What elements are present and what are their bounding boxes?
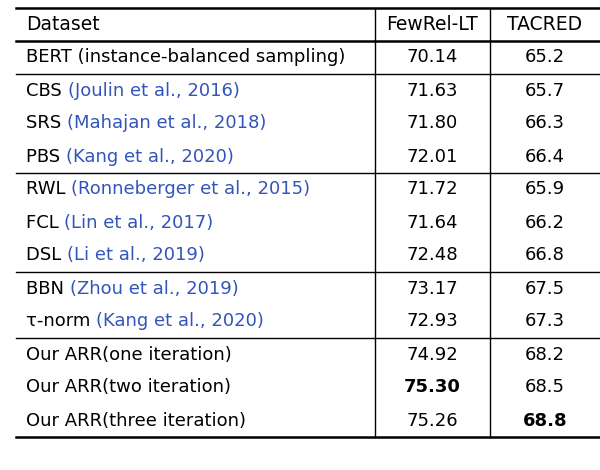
- Text: CBS: CBS: [26, 81, 67, 100]
- Text: (Kang et al., 2020): (Kang et al., 2020): [66, 148, 234, 165]
- Text: 65.7: 65.7: [525, 81, 565, 100]
- Text: 73.17: 73.17: [407, 280, 458, 298]
- Text: FCL: FCL: [26, 213, 65, 232]
- Text: 66.4: 66.4: [525, 148, 565, 165]
- Text: FewRel-LT: FewRel-LT: [386, 15, 478, 34]
- Text: 67.5: 67.5: [525, 280, 565, 298]
- Text: PBS: PBS: [26, 148, 66, 165]
- Text: (Ronneberger et al., 2015): (Ronneberger et al., 2015): [71, 180, 310, 198]
- Text: 74.92: 74.92: [407, 345, 458, 363]
- Text: BERT (instance-balanced sampling): BERT (instance-balanced sampling): [26, 48, 346, 66]
- Text: BBN: BBN: [26, 280, 70, 298]
- Text: 65.9: 65.9: [525, 180, 565, 198]
- Text: 75.26: 75.26: [407, 412, 458, 430]
- Text: 68.2: 68.2: [525, 345, 565, 363]
- Text: 71.80: 71.80: [407, 115, 458, 133]
- Text: Dataset: Dataset: [26, 15, 100, 34]
- Text: 68.8: 68.8: [523, 412, 568, 430]
- Text: 71.63: 71.63: [407, 81, 458, 100]
- Text: 65.2: 65.2: [525, 48, 565, 66]
- Text: 66.3: 66.3: [525, 115, 565, 133]
- Text: 72.48: 72.48: [407, 246, 458, 265]
- Text: 66.2: 66.2: [525, 213, 565, 232]
- Text: Our ARR(three iteration): Our ARR(three iteration): [26, 412, 246, 430]
- Text: τ-norm: τ-norm: [26, 313, 96, 330]
- Text: Our ARR(two iteration): Our ARR(two iteration): [26, 378, 231, 397]
- Text: 71.64: 71.64: [407, 213, 458, 232]
- Text: (Mahajan et al., 2018): (Mahajan et al., 2018): [67, 115, 266, 133]
- Text: 72.01: 72.01: [407, 148, 458, 165]
- Text: 72.93: 72.93: [407, 313, 458, 330]
- Text: (Joulin et al., 2016): (Joulin et al., 2016): [67, 81, 239, 100]
- Text: 68.5: 68.5: [525, 378, 565, 397]
- Text: DSL: DSL: [26, 246, 67, 265]
- Text: 66.8: 66.8: [525, 246, 565, 265]
- Text: Our ARR(one iteration): Our ARR(one iteration): [26, 345, 232, 363]
- Text: RWL: RWL: [26, 180, 71, 198]
- Text: (Kang et al., 2020): (Kang et al., 2020): [96, 313, 264, 330]
- Text: 75.30: 75.30: [404, 378, 461, 397]
- Text: (Zhou et al., 2019): (Zhou et al., 2019): [70, 280, 239, 298]
- Text: TACRED: TACRED: [508, 15, 583, 34]
- Text: SRS: SRS: [26, 115, 67, 133]
- Text: 71.72: 71.72: [407, 180, 458, 198]
- Text: (Li et al., 2019): (Li et al., 2019): [67, 246, 205, 265]
- Text: 67.3: 67.3: [525, 313, 565, 330]
- Text: 70.14: 70.14: [407, 48, 458, 66]
- Text: (Lin et al., 2017): (Lin et al., 2017): [65, 213, 214, 232]
